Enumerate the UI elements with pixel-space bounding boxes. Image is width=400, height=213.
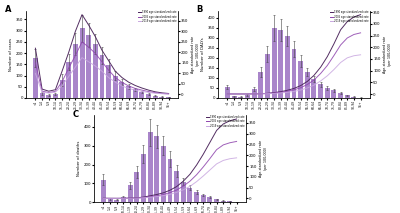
Bar	[352, 96, 356, 98]
Bar	[232, 96, 236, 98]
Bar	[174, 171, 179, 202]
Bar	[166, 97, 171, 98]
Y-axis label: Number of DALYs: Number of DALYs	[201, 37, 205, 71]
Bar	[93, 44, 98, 98]
Bar	[153, 96, 158, 98]
Bar	[214, 199, 219, 202]
Bar	[168, 159, 172, 202]
Y-axis label: Age-standardized rate
(per 100,000): Age-standardized rate (per 100,000)	[191, 36, 200, 73]
Text: C: C	[73, 110, 79, 119]
Bar	[258, 72, 263, 98]
Bar	[86, 35, 91, 98]
Text: A: A	[5, 5, 11, 14]
Bar	[146, 94, 151, 98]
Bar	[40, 94, 44, 98]
Bar	[101, 180, 106, 202]
Legend: 1990 age-standardized rate, 2005 age-standardized rate, 2019 age-standardized ra: 1990 age-standardized rate, 2005 age-sta…	[206, 115, 245, 128]
Bar	[298, 61, 303, 98]
Bar	[66, 62, 71, 98]
Bar	[148, 132, 152, 202]
Bar	[338, 93, 343, 98]
Bar	[208, 197, 212, 202]
Bar	[312, 79, 316, 98]
Bar	[128, 185, 132, 202]
Y-axis label: Number of deaths: Number of deaths	[77, 141, 81, 176]
Bar	[201, 195, 206, 202]
Bar	[265, 54, 270, 98]
Bar	[318, 84, 323, 98]
Bar	[272, 28, 276, 98]
Legend: 1990 age-standardized rate, 2005 age-standardized rate, 2019 age-standardized ra: 1990 age-standardized rate, 2005 age-sta…	[330, 10, 369, 23]
Bar	[325, 88, 330, 98]
Bar	[154, 136, 159, 202]
Bar	[332, 90, 336, 98]
Bar	[305, 72, 310, 98]
Bar	[33, 58, 38, 98]
Bar	[345, 95, 350, 98]
Bar	[140, 92, 144, 98]
Y-axis label: Age-standardized rate
(per 100,000): Age-standardized rate (per 100,000)	[259, 140, 268, 177]
Bar	[245, 95, 250, 98]
Bar	[160, 97, 164, 98]
Bar	[238, 96, 243, 98]
Bar	[80, 28, 84, 98]
Bar	[221, 201, 226, 202]
Bar	[292, 49, 296, 98]
Text: B: B	[197, 5, 203, 14]
Bar	[225, 87, 230, 98]
Bar	[106, 65, 111, 98]
Bar	[73, 44, 78, 98]
Bar	[134, 172, 139, 202]
Bar	[121, 197, 126, 202]
Bar	[120, 82, 124, 98]
Bar	[108, 199, 112, 202]
Bar	[228, 201, 232, 202]
Bar	[53, 94, 58, 98]
Bar	[188, 188, 192, 202]
Bar	[181, 181, 186, 202]
Bar	[133, 89, 138, 98]
Bar	[252, 89, 256, 98]
Bar	[113, 75, 118, 98]
Bar	[141, 154, 146, 202]
Bar	[114, 200, 119, 202]
Y-axis label: Number of cases: Number of cases	[9, 38, 13, 71]
Legend: 1990 age-standardized rate, 2005 age-standardized rate, 2019 age-standardized ra: 1990 age-standardized rate, 2005 age-sta…	[138, 10, 177, 23]
Bar	[278, 30, 283, 98]
Y-axis label: Age-standardized rate
(per 100,000): Age-standardized rate (per 100,000)	[383, 36, 392, 73]
Bar	[126, 86, 131, 98]
Bar	[60, 80, 64, 98]
Bar	[100, 55, 104, 98]
Bar	[285, 36, 290, 98]
Bar	[46, 95, 51, 98]
Bar	[161, 146, 166, 202]
Bar	[194, 192, 199, 202]
